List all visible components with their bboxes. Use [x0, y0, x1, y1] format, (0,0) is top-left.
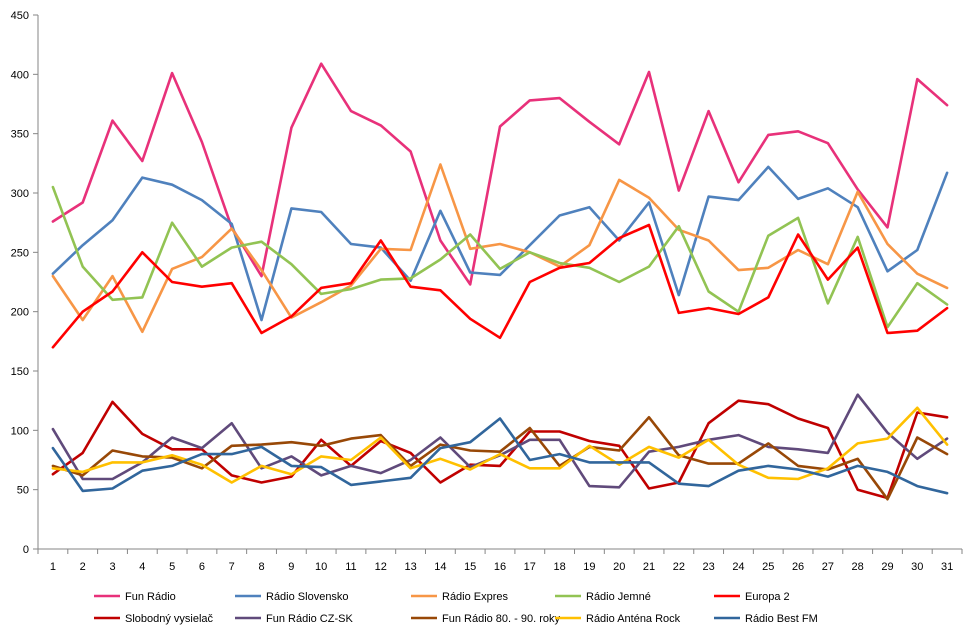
y-tick-label: 100 — [11, 425, 29, 437]
series-line-1 — [51, 62, 949, 286]
x-tick-label: 9 — [288, 561, 294, 573]
legend-label: Slobodný vysielač — [125, 613, 214, 625]
x-tick-label: 2 — [80, 561, 86, 573]
legend-label: Fun Rádio CZ-SK — [266, 613, 353, 625]
y-tick-label: 50 — [17, 485, 29, 497]
y-tick-label: 350 — [11, 129, 29, 141]
x-tick-label: 20 — [613, 561, 625, 573]
series-line-4 — [51, 185, 949, 329]
x-tick-label: 7 — [229, 561, 235, 573]
x-tick-label: 12 — [375, 561, 387, 573]
series-line-9 — [51, 406, 949, 484]
series-line-5 — [51, 223, 949, 349]
x-tick-label: 29 — [881, 561, 893, 573]
x-tick-label: 1 — [50, 561, 56, 573]
x-tick-label: 8 — [258, 561, 264, 573]
legend-label: Fun Rádio — [125, 591, 176, 603]
y-axis-ticks: 0 50 100 150 200 250 300 350 400 450 — [11, 10, 38, 556]
y-tick-label: 0 — [23, 544, 29, 556]
series-line-10 — [51, 417, 949, 495]
x-tick-label: 24 — [732, 561, 744, 573]
x-tick-label: 31 — [941, 561, 953, 573]
x-tick-label: 27 — [822, 561, 834, 573]
y-tick-label: 150 — [11, 366, 29, 378]
x-axis-ticks: 1 2 3 4 5 6 7 8 9 10 11 12 13 14 15 16 17 18 19 20 21 22 23 24 2… — [37, 549, 963, 573]
legend-label: Rádio Jemné — [586, 591, 651, 603]
axes — [37, 15, 962, 550]
y-tick-label: 200 — [11, 307, 29, 319]
x-tick-label: 13 — [404, 561, 416, 573]
x-tick-label: 19 — [583, 561, 595, 573]
x-tick-label: 17 — [524, 561, 536, 573]
x-tick-label: 25 — [762, 561, 774, 573]
legend-label: Fun Rádio 80. - 90. roky — [442, 613, 561, 625]
y-tick-label: 250 — [11, 247, 29, 259]
x-tick-label: 11 — [345, 561, 356, 573]
x-tick-label: 22 — [673, 561, 685, 573]
y-tick-label: 450 — [11, 10, 29, 22]
x-tick-label: 16 — [494, 561, 506, 573]
legend: Fun Rádio Rádio Slovensko Rádio Expres Rádi… — [94, 591, 818, 625]
x-tick-label: 15 — [464, 561, 476, 573]
x-tick-label: 4 — [139, 561, 145, 573]
series-lines — [51, 62, 949, 501]
legend-label: Europa 2 — [745, 591, 790, 603]
y-tick-label: 400 — [11, 69, 29, 81]
x-tick-label: 18 — [553, 561, 565, 573]
x-tick-label: 21 — [643, 561, 655, 573]
x-tick-label: 23 — [703, 561, 715, 573]
x-tick-label: 28 — [852, 561, 864, 573]
series-line-8 — [51, 415, 949, 501]
series-line-3 — [51, 163, 949, 334]
y-tick-label: 300 — [11, 188, 29, 200]
x-tick-label: 5 — [169, 561, 175, 573]
x-tick-label: 6 — [199, 561, 205, 573]
x-tick-label: 10 — [315, 561, 327, 573]
legend-label: Rádio Anténa Rock — [586, 613, 681, 625]
legend-label: Rádio Expres — [442, 591, 509, 603]
x-tick-label: 26 — [792, 561, 804, 573]
x-tick-label: 14 — [434, 561, 446, 573]
x-tick-label: 3 — [109, 561, 115, 573]
x-tick-label: 30 — [911, 561, 923, 573]
legend-label: Rádio Best FM — [745, 613, 818, 625]
legend-label: Rádio Slovensko — [266, 591, 349, 603]
series-line-2 — [51, 165, 949, 322]
series-line-6 — [51, 399, 949, 500]
